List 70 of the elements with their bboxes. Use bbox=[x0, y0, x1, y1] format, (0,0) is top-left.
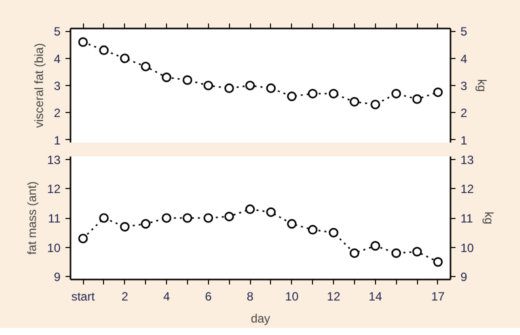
x-tick-label: 14 bbox=[368, 290, 382, 304]
point bbox=[182, 213, 192, 223]
y-tick-label: 2 bbox=[54, 106, 61, 120]
y2-tick-label: 11 bbox=[460, 212, 474, 226]
point bbox=[391, 88, 402, 98]
point bbox=[120, 54, 130, 64]
y-tick-label: 10 bbox=[47, 240, 61, 255]
point bbox=[350, 96, 360, 107]
x-tick-label: 10 bbox=[285, 290, 299, 304]
y-tick-label: 11 bbox=[48, 212, 61, 226]
point bbox=[433, 87, 443, 98]
point bbox=[266, 83, 276, 94]
point bbox=[99, 45, 109, 56]
y2-tick-label: 4 bbox=[460, 52, 468, 66]
point bbox=[162, 213, 172, 223]
point bbox=[140, 62, 150, 72]
point bbox=[328, 88, 338, 98]
point bbox=[204, 213, 214, 223]
y2-tick-label: 2 bbox=[460, 106, 468, 120]
point bbox=[224, 83, 234, 94]
y-axis-title: visceral fat (bia) bbox=[32, 43, 46, 128]
point bbox=[412, 246, 422, 256]
point bbox=[162, 72, 172, 82]
point bbox=[182, 75, 192, 85]
y-tick-label: 13 bbox=[47, 152, 61, 167]
point bbox=[287, 92, 297, 102]
y2-tick-label: 3 bbox=[460, 79, 468, 93]
point bbox=[370, 100, 380, 110]
point bbox=[287, 219, 297, 229]
point bbox=[78, 37, 88, 47]
point bbox=[412, 94, 422, 104]
y-tick-label: 4 bbox=[54, 52, 61, 66]
point bbox=[350, 248, 360, 258]
point bbox=[308, 88, 318, 98]
point bbox=[266, 207, 276, 217]
point bbox=[120, 222, 130, 232]
y-tick-label: 5 bbox=[54, 24, 61, 39]
point bbox=[308, 224, 318, 235]
y2-tick-label: 9 bbox=[460, 270, 468, 284]
point bbox=[391, 248, 402, 258]
point bbox=[245, 204, 255, 214]
x-tick-label: 2 bbox=[121, 290, 128, 304]
y-axis-title: fat mass (ant) bbox=[25, 181, 40, 255]
y-tick-label: 9 bbox=[54, 270, 61, 284]
y2-axis-title: kg bbox=[482, 212, 496, 224]
y2-tick-label: 12 bbox=[460, 182, 474, 196]
x-tick-label: 4 bbox=[163, 290, 170, 304]
y2-tick-label: 13 bbox=[460, 152, 474, 167]
point bbox=[224, 212, 234, 222]
y-tick-label: 12 bbox=[47, 182, 61, 196]
point bbox=[245, 80, 255, 90]
y-tick-label: 3 bbox=[54, 79, 61, 93]
y2-axis-title: kg bbox=[475, 79, 490, 92]
point bbox=[140, 219, 150, 229]
point bbox=[433, 257, 443, 267]
point bbox=[204, 80, 214, 90]
x-tick-label: 6 bbox=[204, 290, 212, 304]
y2-tick-label: 10 bbox=[460, 240, 474, 255]
point bbox=[370, 241, 380, 251]
point bbox=[78, 234, 88, 244]
y2-tick-label: 5 bbox=[460, 24, 468, 39]
x-tick-label: start bbox=[71, 290, 96, 304]
point bbox=[99, 213, 109, 223]
x-axis-title: day bbox=[250, 312, 270, 326]
point bbox=[328, 228, 338, 238]
x-tick-label: 17 bbox=[431, 290, 445, 304]
y2-tick-label: 1 bbox=[460, 133, 468, 148]
y-tick-label: 1 bbox=[54, 133, 61, 148]
x-tick-label: 8 bbox=[246, 290, 254, 304]
x-tick-label: 12 bbox=[326, 290, 341, 304]
